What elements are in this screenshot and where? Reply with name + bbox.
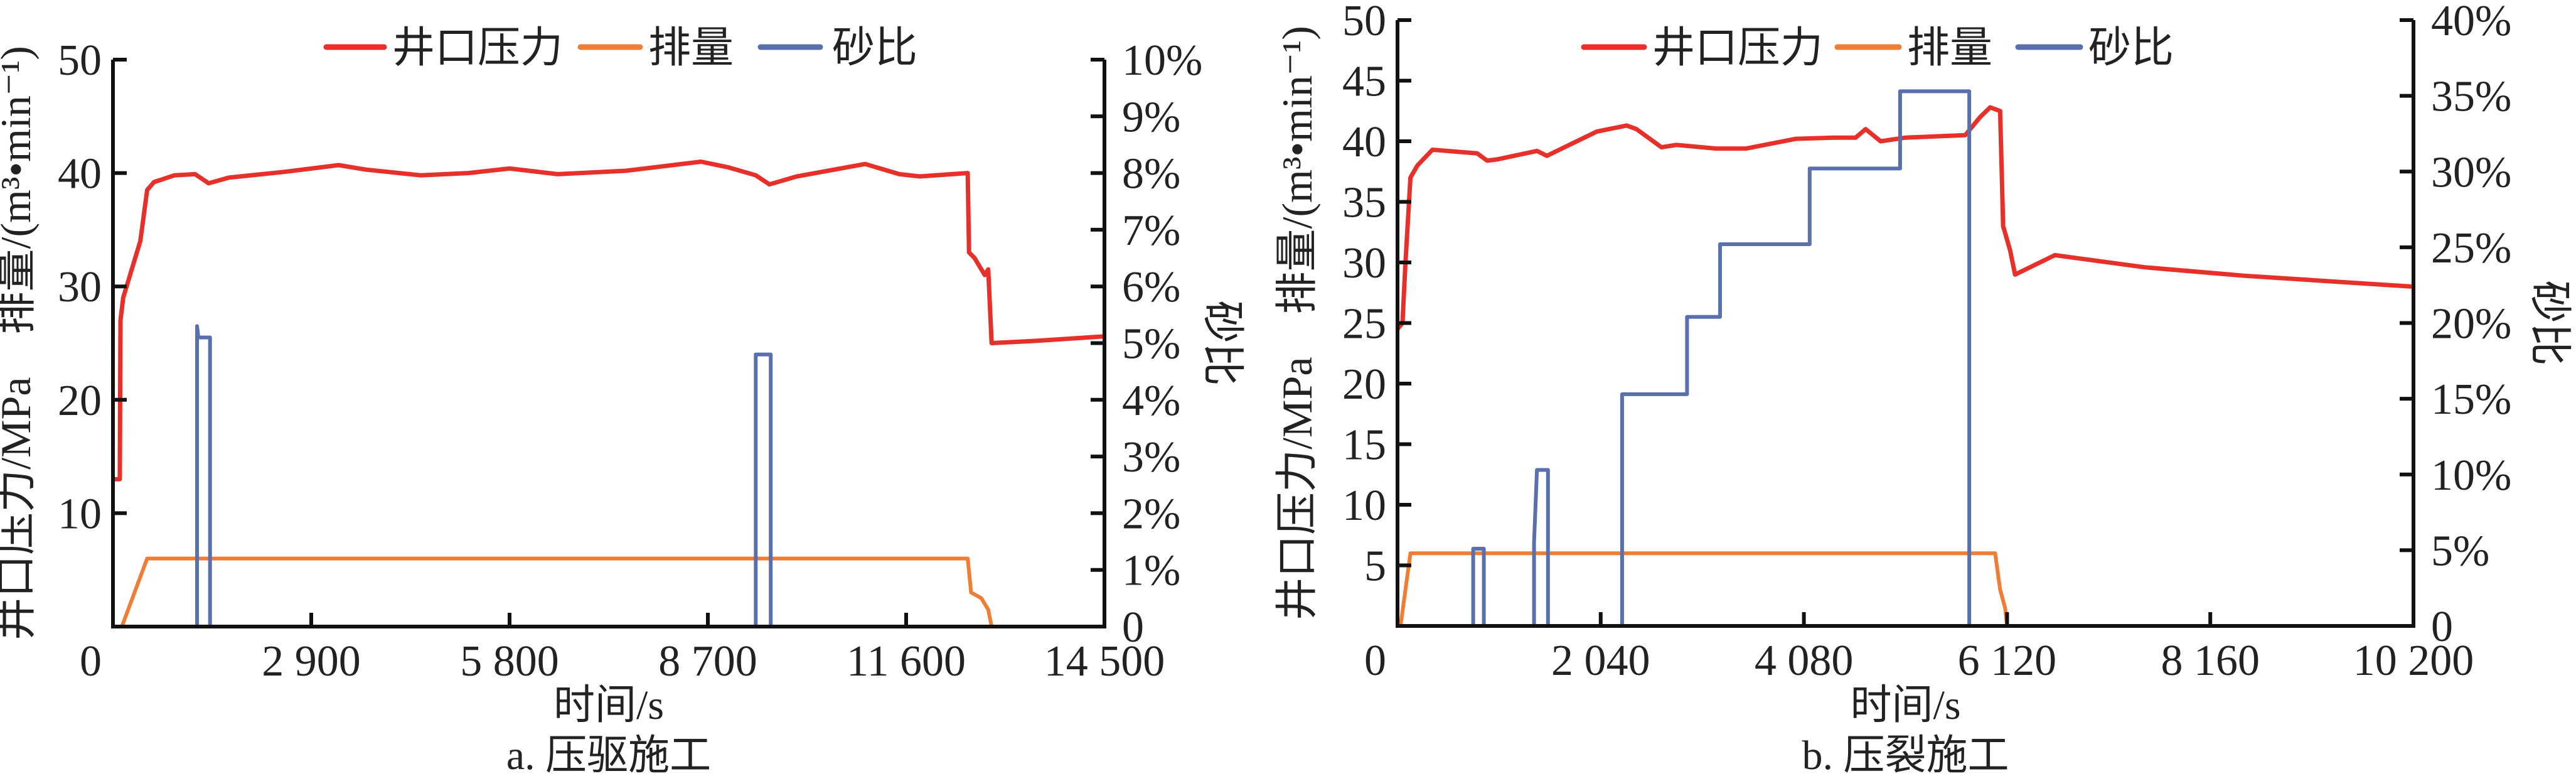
left-y-tick-label: 50 <box>1342 0 1386 45</box>
right-y-tick-label: 5% <box>2431 527 2489 575</box>
right-y-tick-label: 5% <box>1122 320 1180 369</box>
right-axis-title: 砂比 <box>2526 280 2573 365</box>
x-tick-label: 8 160 <box>2161 637 2260 685</box>
chart-a: 0 2 900 5 800 8 700 11 600 14 500 10 20 30 40 50 0 1… <box>0 24 1246 776</box>
left-axis-title: 井口压力/MPa 排量/(m³•min⁻¹) <box>1273 26 1321 620</box>
x-tick-label: 0 <box>1364 637 1386 685</box>
left-y-tick-label: 5 <box>1364 542 1386 591</box>
right-y-tick-label: 30% <box>2431 148 2511 197</box>
legend-label: 排量 <box>648 24 734 72</box>
right-y-tick-label: 25% <box>2431 224 2511 272</box>
right-y-tick-label: 4% <box>1122 377 1180 425</box>
x-tick-label: 6 120 <box>1958 637 2057 685</box>
left-axis-title: 井口压力/MPa 排量/(m³•min⁻¹) <box>0 46 40 640</box>
left-y-tick-label: 10 <box>58 490 102 538</box>
left-y-tick-label: 45 <box>1342 58 1386 106</box>
left-y-tick-label: 35 <box>1342 179 1386 227</box>
series-line-displacement <box>113 556 1104 628</box>
x-tick-label: 5 800 <box>460 637 559 686</box>
legend-label: 井口压力 <box>392 24 563 72</box>
series-line-pressure <box>113 159 1105 482</box>
right-y-tick-label: 10% <box>1122 36 1202 85</box>
legend-label: 砂比 <box>2088 24 2174 72</box>
left-y-tick-label: 50 <box>58 36 102 85</box>
chart-b: 0 2 040 4 080 6 120 8 160 10 200 5 10 15 20 25 30 35… <box>1273 0 2573 776</box>
right-y-tick-label: 9% <box>1122 93 1180 141</box>
series-line-pressure <box>1396 105 2414 331</box>
left-y-tick-label: 20 <box>58 377 102 425</box>
series-line-displacement <box>1398 551 2413 628</box>
left-y-tick-label: 20 <box>1342 360 1386 409</box>
series-line-sand-ratio <box>113 324 1104 628</box>
right-y-tick-label: 35% <box>2431 73 2511 121</box>
right-y-tick-label: 15% <box>2431 375 2511 424</box>
legend-label: 排量 <box>1907 24 1992 72</box>
right-y-tick-label: 7% <box>1122 207 1180 255</box>
left-y-tick-label: 30 <box>58 263 102 311</box>
x-tick-label: 0 <box>80 637 102 686</box>
right-y-tick-label: 6% <box>1122 263 1180 311</box>
x-tick-label: 8 700 <box>658 637 757 686</box>
series-line-sand-ratio <box>1398 89 2413 628</box>
x-tick-label: 4 080 <box>1755 637 1854 685</box>
right-y-tick-label: 0 <box>1122 603 1144 652</box>
right-y-tick-label: 10% <box>2431 451 2511 500</box>
left-y-tick-label: 10 <box>1342 482 1386 530</box>
right-y-tick-label: 0 <box>2431 603 2453 651</box>
x-tick-label: 10 200 <box>2353 637 2474 685</box>
left-y-tick-label: 15 <box>1342 421 1386 470</box>
x-tick-label: 2 900 <box>262 637 361 686</box>
left-y-tick-label: 40 <box>1342 118 1386 166</box>
right-y-tick-label: 3% <box>1122 433 1180 482</box>
x-tick-label: 14 500 <box>1044 637 1165 686</box>
x-tick-label: 2 040 <box>1551 637 1650 685</box>
right-axis-title: 砂比 <box>1199 300 1246 385</box>
x-axis-title: 时间/s <box>1850 682 1960 728</box>
legend-label: 砂比 <box>832 24 917 72</box>
right-y-tick-label: 8% <box>1122 150 1180 198</box>
x-tick-label: 11 600 <box>847 637 966 686</box>
right-y-tick-label: 2% <box>1122 490 1180 538</box>
figure-caption: a. 压驱施工 <box>506 733 711 776</box>
right-y-tick-label: 20% <box>2431 300 2511 348</box>
legend-label: 井口压力 <box>1652 24 1823 72</box>
left-y-tick-label: 25 <box>1342 300 1386 348</box>
right-y-tick-label: 1% <box>1122 547 1180 595</box>
left-y-tick-label: 30 <box>1342 239 1386 288</box>
right-y-tick-label: 40% <box>2431 0 2511 45</box>
figure-caption: b. 压裂施工 <box>1802 733 2009 776</box>
left-y-tick-label: 40 <box>58 150 102 198</box>
x-axis-title: 时间/s <box>553 682 664 728</box>
